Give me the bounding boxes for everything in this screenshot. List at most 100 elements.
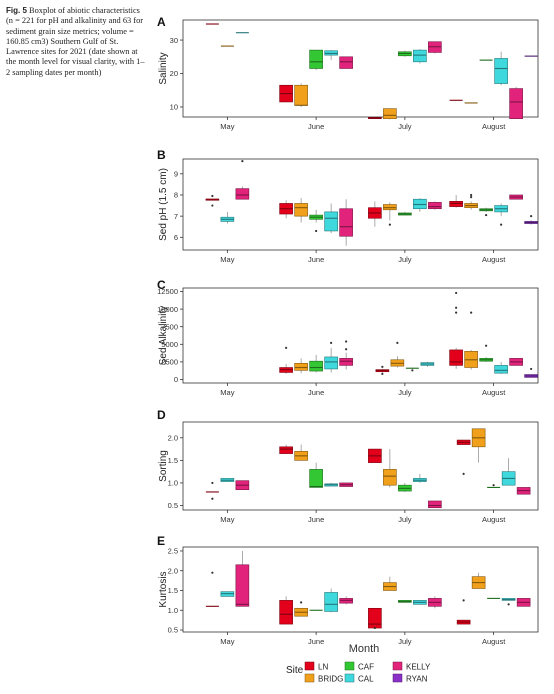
outlier-point [388,223,391,226]
y-tick-label: 20 [170,69,178,78]
box-iqr [324,356,338,370]
box-june-ln [279,444,293,454]
outlier-point [381,372,384,375]
box-iqr [383,108,397,119]
legend-swatch-kelly [392,661,403,671]
box-august-kelly [509,194,523,200]
outlier-point [381,365,384,368]
plot-frame [182,19,539,118]
outlier-point [462,472,465,475]
box-iqr [449,349,463,366]
box-june-kelly [339,352,353,370]
box-july-caf [405,367,419,369]
box-iqr [494,365,508,374]
legend-label-ln: LN [318,663,328,672]
outlier-point [485,344,488,347]
box-iqr [383,469,397,486]
box-june-kelly [339,199,353,246]
box-july-bridg [383,449,397,488]
box-july-caf [398,50,412,57]
plot-frame [182,421,539,511]
y-tick-label: 1.0 [168,606,178,615]
box-june-cal [324,347,338,373]
plot-frame [182,287,539,384]
y-axis-label: Sed pH (1.5 cm) [158,168,169,241]
box-june-caf [309,49,323,71]
box-june-ln [279,596,293,625]
outlier-point [462,599,465,602]
box-july-ln [368,448,382,463]
box-july-kelly [428,41,442,54]
figure-caption-text: Boxplot of abiotic characteristics (n = … [6,6,145,77]
box-iqr [279,600,293,625]
outlier-point [315,229,318,233]
y-tick-label: 9 [174,170,178,179]
box-july-cal [413,600,427,605]
outlier-point [211,194,214,198]
outlier-point [345,340,348,343]
panel-letter: D [157,408,166,422]
box-june-caf [309,354,323,373]
plot-frame [182,158,539,251]
box-august-bridg [464,349,478,370]
legend-title: Site [286,665,304,676]
outlier-point [285,346,288,349]
box-june-kelly [339,56,353,69]
box-may-cal [220,591,235,597]
x-tick-label: June [308,122,324,131]
box-july-ln [368,117,382,119]
outlier-point [530,367,533,371]
y-tick-label: 0.5 [168,501,178,510]
x-tick-label: July [398,637,412,646]
box-july-kelly [428,201,442,210]
outlier-point [211,204,214,207]
box-july-caf [398,600,412,603]
box-july-caf [398,211,412,216]
outlier-point [373,626,376,630]
outlier-point [455,306,458,309]
y-axis-label: Sorting [158,450,169,482]
box-iqr [294,362,308,371]
box-june-cal [324,588,338,613]
x-tick-label: August [482,515,506,524]
x-tick-label: May [220,515,234,524]
y-axis-label: Sed Alkalinity [158,306,169,365]
box-august-ln [449,347,463,369]
panel-letter: B [157,148,166,162]
x-tick-label: June [308,637,324,646]
box-iqr [413,49,427,63]
box-may-cal [220,211,235,224]
y-tick-label: 0 [174,375,178,384]
outlier-point [455,311,458,314]
outlier-point [507,603,510,606]
outlier-point [455,291,458,295]
box-june-ln [279,84,293,103]
box-june-caf [309,209,323,223]
outlier-point [330,341,333,344]
panel-e: E Kurtosis 0.5 1.0 1.5 2.0 2.5 May June July Augus… [157,534,539,646]
box-july-cal [420,361,435,367]
panels-group: A Salinity 10 20 30 May June July August B Sed pH … [157,15,539,646]
box-june-ln [279,364,293,374]
panel-b: B Sed pH (1.5 cm) 6 7 8 9 May June July August [157,148,539,264]
x-tick-label: May [220,388,234,397]
box-july-bridg [383,576,397,591]
box-july-ln [368,201,382,227]
figure-label: Fig. 5 [6,6,27,15]
y-tick-label: 6 [174,233,178,242]
box-iqr [494,58,508,84]
box-iqr [235,564,250,607]
outlier-point [470,193,473,197]
panel-a: A Salinity 10 20 30 May June July August [157,15,539,131]
outlier-point [396,341,399,344]
y-tick-label: 7 [174,212,178,221]
y-tick-label: 1.5 [168,456,178,465]
x-tick-label: June [308,388,324,397]
box-july-kelly [428,500,442,509]
outlier-point [411,369,414,372]
x-tick-label: June [308,255,324,264]
outlier-point [492,484,495,487]
legend-swatch-ln [304,661,315,671]
box-august-caf [479,207,493,212]
